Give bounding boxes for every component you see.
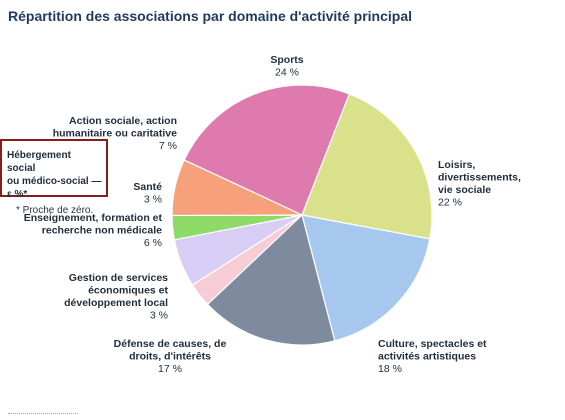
- slice-label-3: activités artistiques: [378, 351, 476, 363]
- slice-label-5: Gestion de services: [69, 272, 168, 284]
- chart-title: Répartition des associations par domaine…: [8, 8, 412, 24]
- slice-label-7: Santé: [133, 181, 162, 193]
- slice-label-4: Défense de causes, de: [114, 338, 227, 350]
- slice-value-4: 17 %: [158, 363, 182, 375]
- slice-value-3: 18 %: [378, 363, 402, 375]
- slice-value-5: 3 %: [150, 310, 168, 322]
- slice-label-1: Sports: [270, 54, 303, 66]
- slice-label-2: Loisirs,: [438, 159, 475, 171]
- pie-slice-8: [171, 159, 303, 217]
- slice-label-4: droits, d'intérêts: [129, 351, 211, 363]
- slice-value-6: 6 %: [144, 237, 162, 249]
- bottom-divider: [8, 413, 78, 414]
- slice-value-7: 3 %: [144, 194, 162, 206]
- note-label-line2: ou médico-social — ε %*: [7, 176, 102, 200]
- note-box: Hébergement social ou médico-social — ε …: [0, 139, 108, 216]
- pie-slice-3: [301, 214, 431, 342]
- slice-label-3: Culture, spectacles et: [378, 338, 487, 350]
- slice-label-8: Action sociale, action: [69, 115, 177, 127]
- slice-label-5: économiques et: [88, 285, 168, 297]
- slice-label-5: développement local: [64, 297, 168, 309]
- slice-value-8: 7 %: [159, 140, 177, 152]
- pie-slice-2: [301, 93, 433, 240]
- footnote: * Proche de zéro.: [16, 205, 94, 216]
- slice-value-2: 22 %: [438, 197, 462, 209]
- slice-value-1: 24 %: [275, 67, 299, 79]
- slice-label-8: humanitaire ou caritative: [53, 128, 177, 140]
- slice-label-2: vie sociale: [438, 184, 491, 196]
- note-label-line1: Hébergement social: [7, 150, 71, 174]
- slice-label-2: divertissements,: [438, 172, 521, 184]
- slice-label-6: recherche non médicale: [42, 225, 162, 237]
- slice-label-6: Enseignement, formation et: [24, 212, 163, 224]
- pie-slice-1: [183, 84, 351, 216]
- pie-slice-4: [206, 213, 336, 346]
- note-label: Hébergement social ou médico-social — ε …: [7, 149, 102, 201]
